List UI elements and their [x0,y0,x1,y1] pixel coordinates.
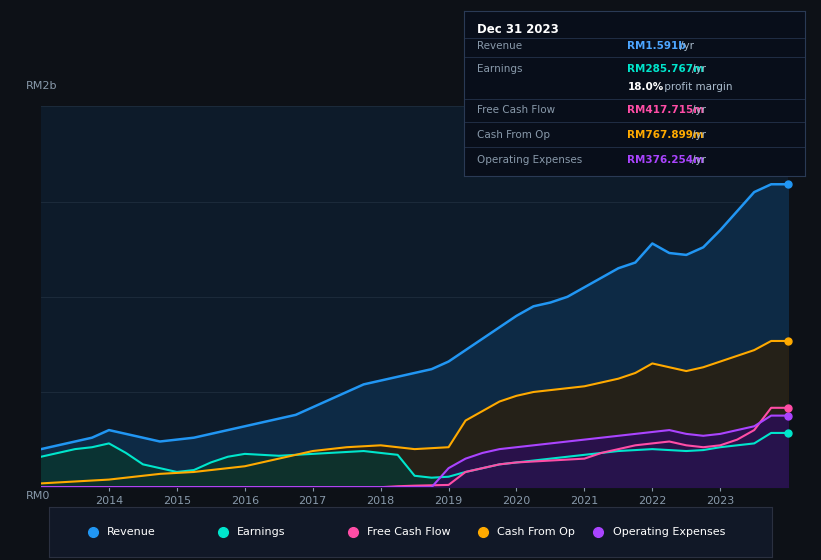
Text: /yr: /yr [692,64,706,74]
Text: /yr: /yr [692,155,706,165]
Text: Dec 31 2023: Dec 31 2023 [478,23,559,36]
Text: RM417.715m: RM417.715m [627,105,704,115]
Text: RM767.899m: RM767.899m [627,130,704,140]
Text: Cash From Op: Cash From Op [498,527,575,537]
Text: Cash From Op: Cash From Op [478,130,551,140]
Text: Revenue: Revenue [478,41,523,51]
Text: RM1.591b: RM1.591b [627,41,686,51]
Text: Earnings: Earnings [478,64,523,74]
Text: Free Cash Flow: Free Cash Flow [367,527,451,537]
Text: /yr: /yr [692,105,706,115]
Text: 18.0%: 18.0% [627,82,663,92]
Text: RM0: RM0 [26,491,50,501]
Text: Operating Expenses: Operating Expenses [478,155,583,165]
Text: Free Cash Flow: Free Cash Flow [478,105,556,115]
Text: Operating Expenses: Operating Expenses [612,527,725,537]
Text: profit margin: profit margin [662,82,733,92]
Text: RM2b: RM2b [26,81,57,91]
Text: Revenue: Revenue [107,527,156,537]
Text: Earnings: Earnings [237,527,286,537]
Text: /yr: /yr [680,41,694,51]
Text: RM376.254m: RM376.254m [627,155,704,165]
Text: /yr: /yr [692,130,706,140]
Text: RM285.767m: RM285.767m [627,64,704,74]
